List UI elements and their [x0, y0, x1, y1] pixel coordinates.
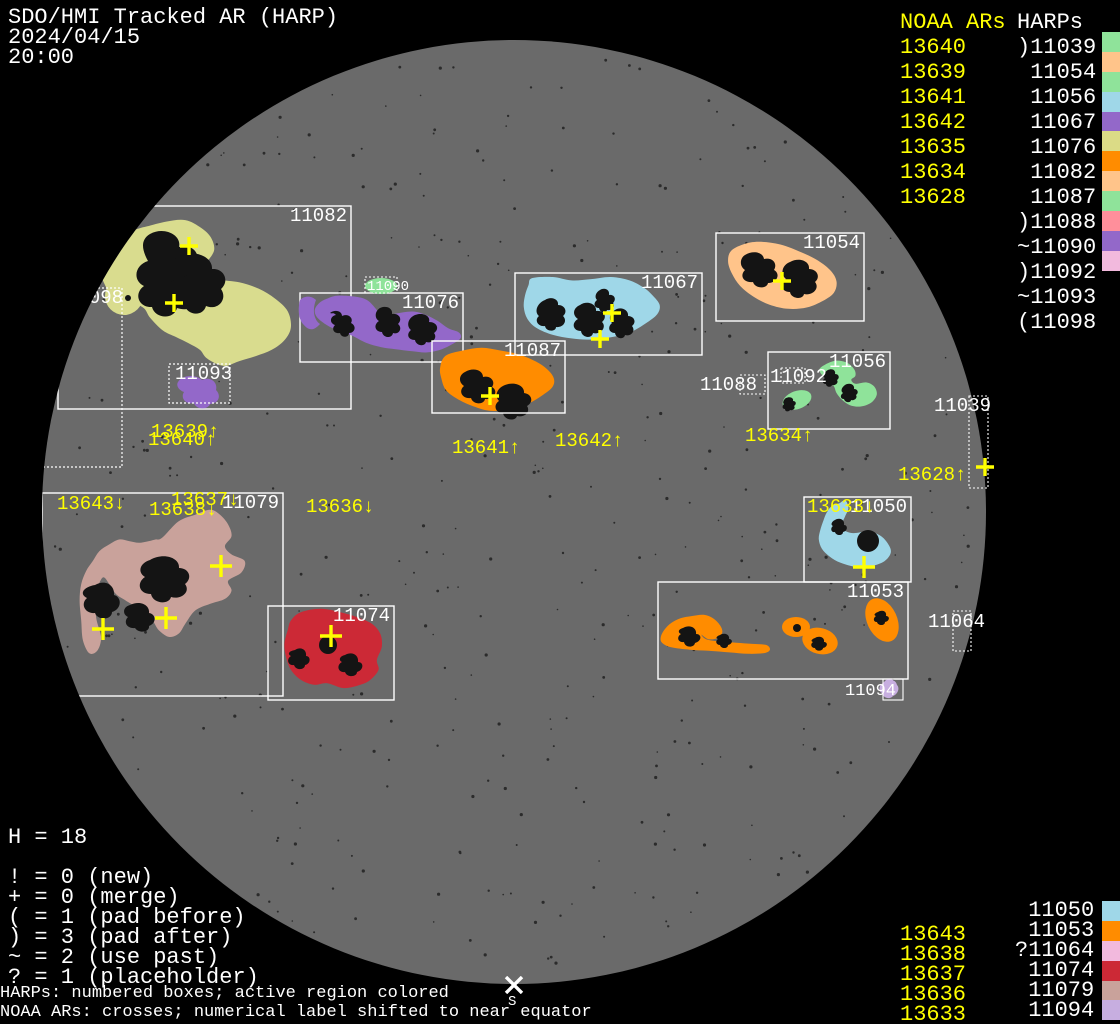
svg-text:13643↓: 13643↓: [57, 493, 125, 515]
svg-text:11067: 11067: [641, 272, 698, 294]
svg-text:11098: 11098: [66, 287, 123, 309]
svg-text:11082: 11082: [290, 205, 347, 227]
svg-text:11094: 11094: [845, 682, 896, 701]
svg-text:11093: 11093: [175, 363, 232, 385]
svg-text:11076: 11076: [402, 292, 459, 314]
svg-text:13634↑: 13634↑: [745, 425, 813, 447]
svg-text:11039: 11039: [934, 395, 991, 417]
svg-text:11056: 11056: [829, 351, 886, 373]
svg-text:13640↑: 13640↑: [148, 429, 216, 451]
svg-text:11053: 11053: [847, 581, 904, 603]
svg-text:13628↑: 13628↑: [898, 464, 966, 486]
svg-text:11054: 11054: [803, 232, 860, 254]
svg-text:13633↓: 13633↓: [807, 496, 875, 518]
svg-text:13641↑: 13641↑: [452, 437, 520, 459]
svg-text:11090: 11090: [367, 279, 409, 295]
svg-text:11074: 11074: [333, 605, 390, 627]
svg-text:11087: 11087: [504, 340, 561, 362]
svg-text:11092: 11092: [770, 366, 827, 388]
svg-text:13636↓: 13636↓: [306, 496, 374, 518]
svg-text:13642↑: 13642↑: [555, 430, 623, 452]
svg-text:11088: 11088: [700, 374, 757, 396]
svg-text:11064: 11064: [928, 611, 985, 633]
svg-text:13638↓: 13638↓: [149, 499, 217, 521]
